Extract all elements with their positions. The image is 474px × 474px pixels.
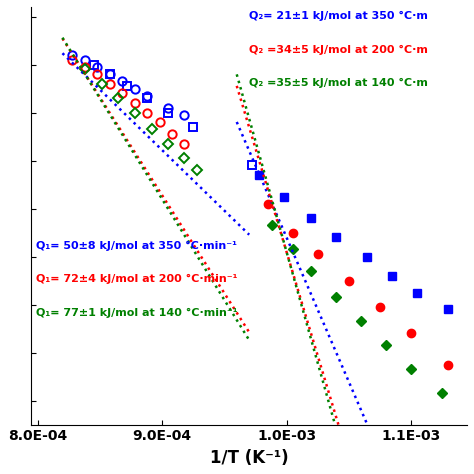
Text: Q₁= 77±1 kJ/mol at 140 °C·min⁻¹: Q₁= 77±1 kJ/mol at 140 °C·min⁻¹ bbox=[36, 308, 237, 318]
X-axis label: 1/T (K⁻¹): 1/T (K⁻¹) bbox=[210, 449, 289, 467]
Text: Q₁= 72±4 kJ/mol at 200 °C·min⁻¹: Q₁= 72±4 kJ/mol at 200 °C·min⁻¹ bbox=[36, 274, 237, 284]
Text: Q₁= 50±8 kJ/mol at 350 °C·min⁻¹: Q₁= 50±8 kJ/mol at 350 °C·min⁻¹ bbox=[36, 241, 237, 251]
Text: Q₂ =35±5 kJ/mol at 140 °C·m: Q₂ =35±5 kJ/mol at 140 °C·m bbox=[249, 78, 428, 88]
Text: Q₂= 21±1 kJ/mol at 350 °C·m: Q₂= 21±1 kJ/mol at 350 °C·m bbox=[249, 11, 428, 21]
Text: Q₂ =34±5 kJ/mol at 200 °C·m: Q₂ =34±5 kJ/mol at 200 °C·m bbox=[249, 45, 428, 55]
